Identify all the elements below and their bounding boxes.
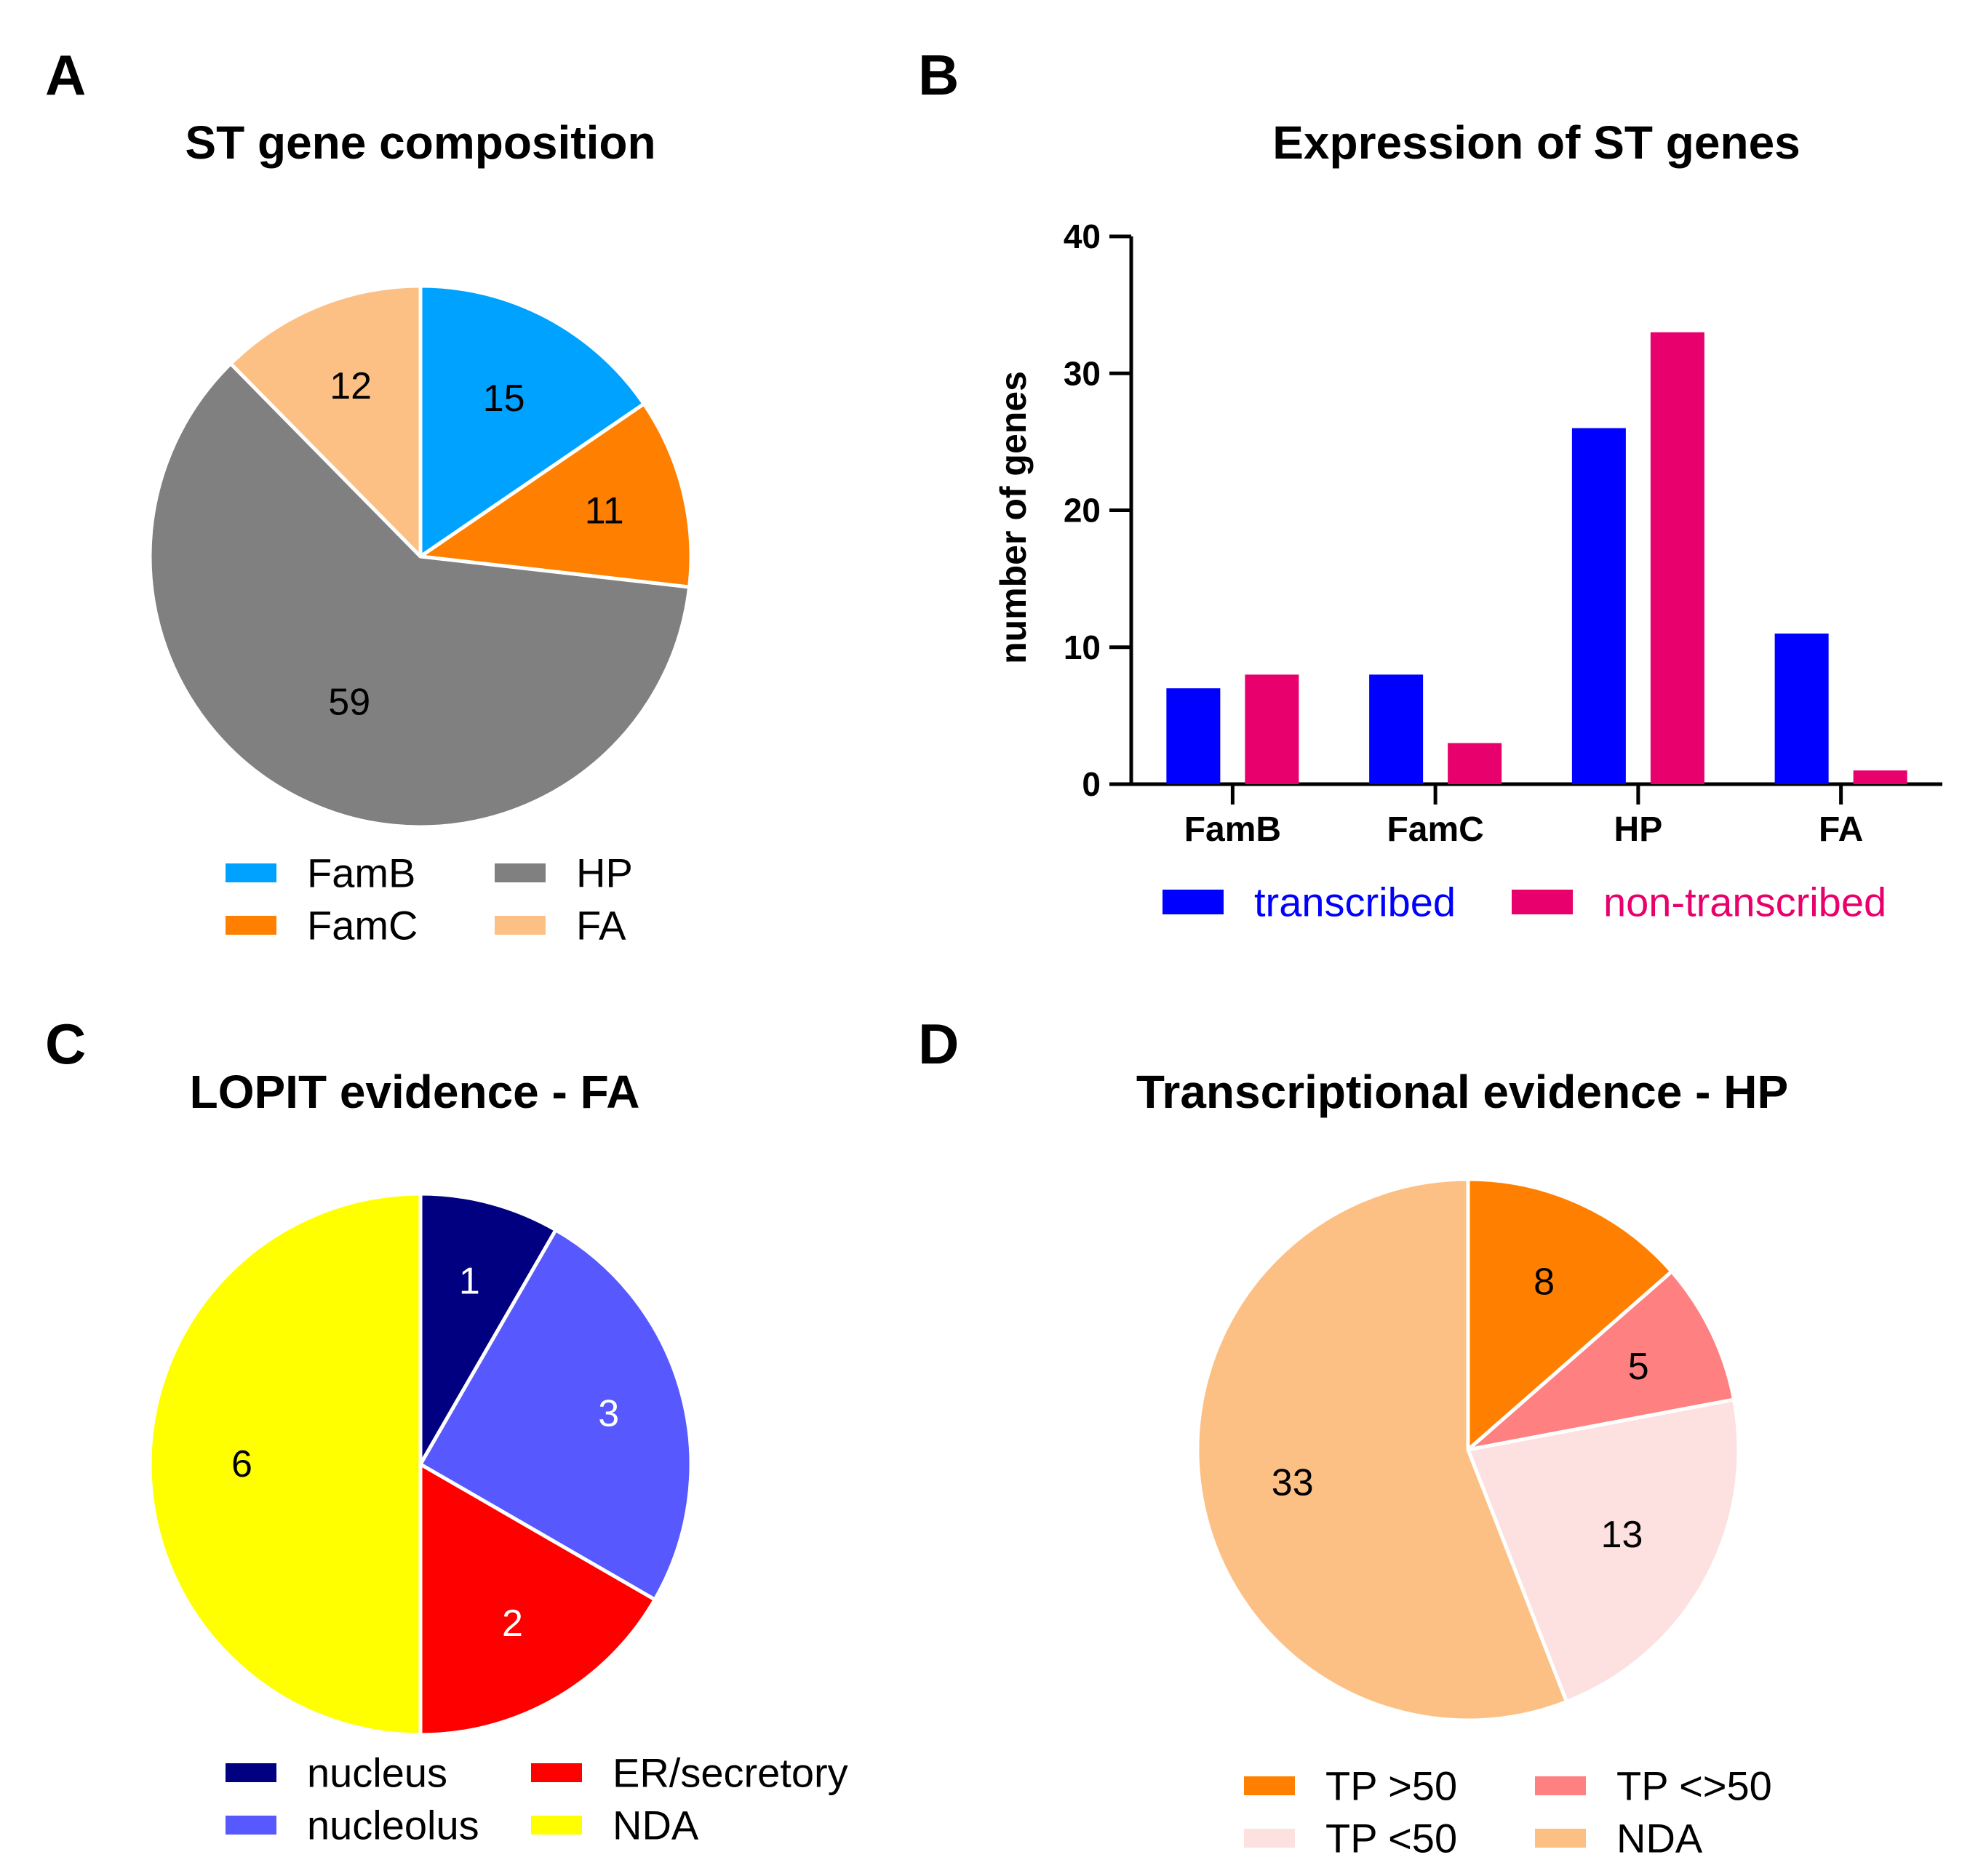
- pie-slice-c-nucleolus: [418, 1228, 693, 1602]
- pie-slice-d-tp-50: [1466, 1177, 1674, 1452]
- slice-label-d-tp-50: 13: [1601, 1514, 1643, 1556]
- legend-swatch-a-famb: [226, 863, 276, 882]
- legend-swatch-d-tp-50: [1244, 1829, 1295, 1848]
- legend-swatch-d-tp-50: [1535, 1776, 1586, 1795]
- legend-swatch-c-er-secretory: [531, 1763, 582, 1782]
- y-tick-label-10: 10: [1064, 628, 1101, 666]
- legend-label-b-non-transcribed: non-transcribed: [1603, 879, 1886, 925]
- panel-letter-a: A: [45, 43, 86, 107]
- pie-slice-d-tp-50: [1466, 1397, 1741, 1704]
- pie-slice-a-hp: [148, 362, 692, 829]
- legend-swatch-a-fa: [495, 916, 546, 935]
- legend-label-d-tp-50: TP >50: [1325, 1763, 1457, 1809]
- legend-swatch-a-famc: [226, 916, 276, 935]
- bar-famb-transcribed: [1166, 688, 1221, 784]
- legend-swatch-c-nucleus: [226, 1763, 276, 1782]
- legend-label-c-nucleus: nucleus: [307, 1750, 447, 1796]
- bar-fa-transcribed: [1774, 633, 1829, 784]
- slice-label-d-tp-50: 5: [1628, 1346, 1649, 1388]
- legend-label-d-nda: NDA: [1616, 1816, 1703, 1861]
- pie-slice-c-nda: [148, 1192, 423, 1737]
- chart-b-title: Expression of ST genes: [1272, 116, 1800, 169]
- legend-b: transcribed non-transcribed: [1163, 879, 1886, 925]
- chart-a-title: ST gene composition: [185, 116, 655, 169]
- legend-label-d-tp-50: TP <>50: [1616, 1763, 1772, 1809]
- y-tick-label-40: 40: [1064, 217, 1101, 255]
- slice-label-c-er-secretory: 2: [502, 1602, 523, 1645]
- pie-slice-c-nucleus: [418, 1192, 558, 1466]
- bar-chart-b: 0 10 20 30 40 number of genes FamB FamC HP FA: [993, 217, 1942, 849]
- legend-swatch-d-tp-50: [1244, 1776, 1295, 1795]
- x-tick-label-famc: FamC: [1387, 810, 1483, 849]
- bar-famc-transcribed: [1369, 674, 1424, 784]
- slice-label-a-famb: 15: [483, 378, 525, 420]
- legend-swatch-c-nda: [531, 1816, 582, 1835]
- legend-label-a-famc: FamC: [307, 903, 418, 949]
- pie-slice-c-er-secretory: [418, 1462, 657, 1737]
- legend-label-a-hp: HP: [576, 850, 633, 896]
- x-tick-label-famb: FamB: [1184, 810, 1281, 849]
- legend-d: TP >50 TP <50 TP <>50 NDA: [1244, 1763, 1772, 1861]
- legend-swatch-b-non-transcribed: [1512, 890, 1573, 914]
- legend-swatch-b-transcribed: [1163, 890, 1224, 914]
- bar-famb-non-transcribed: [1245, 674, 1299, 784]
- x-tick-label-hp: HP: [1614, 810, 1663, 849]
- pie-chart-c: 1 3 2 6: [148, 1192, 693, 1737]
- legend-c: nucleus nucleolus ER/secretory NDA: [226, 1750, 848, 1848]
- bar-hp-non-transcribed: [1650, 332, 1704, 784]
- chart-c-title: LOPIT evidence - FA: [190, 1066, 640, 1118]
- y-tick-label-20: 20: [1064, 492, 1101, 530]
- panel-letter-d: D: [918, 1012, 959, 1076]
- legend-a: FamB FamC HP FA: [226, 850, 633, 949]
- pie-chart-d: 8 5 13 33: [1195, 1177, 1741, 1723]
- slice-label-c-nucleolus: 3: [598, 1393, 619, 1435]
- y-tick-label-30: 30: [1064, 354, 1101, 392]
- legend-label-c-nucleolus: nucleolus: [307, 1803, 479, 1848]
- y-axis-label: number of genes: [993, 371, 1034, 664]
- legend-swatch-a-hp: [495, 863, 546, 882]
- pie-slice-a-famc: [418, 402, 693, 589]
- chart-d-title: Transcriptional evidence - HP: [1136, 1066, 1788, 1118]
- pie-slice-a-fa: [228, 284, 423, 559]
- y-tick-label-0: 0: [1082, 765, 1101, 803]
- panel-letter-b: B: [918, 43, 959, 107]
- legend-label-c-nda: NDA: [613, 1803, 699, 1848]
- slice-label-d-nda: 33: [1272, 1461, 1314, 1504]
- bar-famc-non-transcribed: [1448, 743, 1502, 784]
- slice-label-a-famc: 11: [585, 490, 624, 532]
- pie-slice-d-nda: [1195, 1177, 1568, 1723]
- legend-swatch-c-nucleolus: [226, 1816, 276, 1835]
- bar-hp-transcribed: [1571, 428, 1626, 784]
- pie-chart-a: 15 11 59 12: [148, 284, 693, 829]
- pie-slice-d-tp-50: [1466, 1269, 1736, 1452]
- slice-label-d-tp-50: 8: [1534, 1261, 1555, 1304]
- slice-label-a-fa: 12: [330, 365, 372, 407]
- slice-label-c-nda: 6: [231, 1443, 252, 1485]
- bar-fa-non-transcribed: [1853, 770, 1907, 784]
- slice-label-a-hp: 59: [328, 682, 370, 724]
- slice-label-c-nucleus: 1: [459, 1260, 480, 1302]
- panel-letter-c: C: [45, 1012, 86, 1076]
- legend-label-a-famb: FamB: [307, 850, 415, 896]
- legend-swatch-d-nda: [1535, 1829, 1586, 1848]
- legend-label-b-transcribed: transcribed: [1254, 879, 1456, 925]
- x-tick-label-fa: FA: [1819, 810, 1863, 849]
- legend-label-a-fa: FA: [576, 903, 626, 949]
- legend-label-d-tp-50: TP <50: [1325, 1816, 1457, 1861]
- legend-label-c-er-secretory: ER/secretory: [613, 1750, 848, 1796]
- pie-slice-a-famb: [418, 284, 646, 559]
